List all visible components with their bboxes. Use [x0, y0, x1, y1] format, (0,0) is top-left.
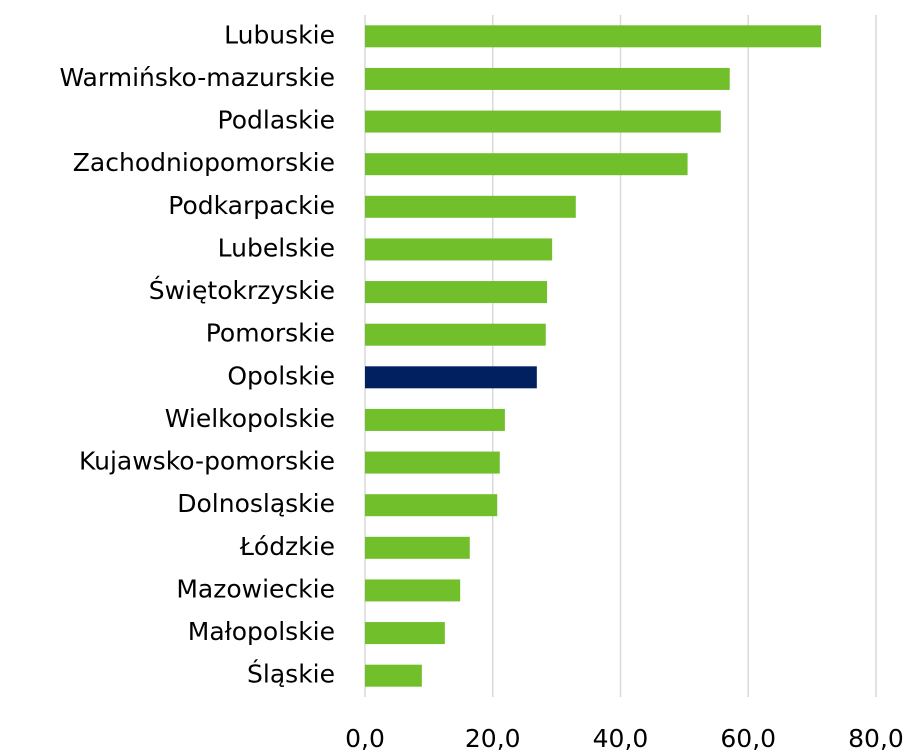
y-tick-label: Dolnosląskie — [177, 489, 335, 518]
y-tick-label: Małopolskie — [188, 617, 335, 646]
y-tick-label: Łódzkie — [239, 532, 335, 561]
bar — [365, 67, 730, 90]
y-tick-label: Kujawsko-pomorskie — [79, 447, 335, 476]
y-tick-label: Śląskie — [247, 659, 335, 689]
y-tick-label: Opolskie — [227, 361, 335, 390]
x-tick-label: 80,0 — [848, 724, 904, 753]
bar — [365, 281, 548, 304]
bar — [365, 238, 553, 261]
bar — [365, 153, 688, 176]
y-tick-label: Świętokrzyskie — [149, 275, 335, 305]
y-tick-label: Zachodniopomorskie — [73, 148, 335, 177]
bar — [365, 622, 445, 645]
y-tick-label: Pomorskie — [206, 319, 335, 348]
y-tick-label: Lubuskie — [224, 20, 335, 49]
x-tick-label: 40,0 — [593, 724, 649, 753]
bar — [365, 451, 500, 474]
bar — [365, 408, 505, 431]
y-tick-label: Podlaskie — [218, 106, 335, 135]
bar — [365, 110, 721, 133]
bar — [365, 195, 576, 218]
y-tick-label: Podkarpackie — [168, 191, 335, 220]
x-tick-label: 0,0 — [345, 724, 385, 753]
bar — [365, 25, 822, 48]
bar — [365, 323, 546, 346]
y-tick-label: Lubelskie — [218, 233, 335, 262]
y-tick-label: Wielkopolskie — [165, 404, 335, 433]
x-tick-label: 60,0 — [720, 724, 776, 753]
bar — [365, 664, 422, 687]
bar — [365, 536, 470, 559]
bar — [365, 579, 461, 602]
y-tick-label: Mazowieckie — [176, 574, 335, 603]
bar — [365, 494, 498, 517]
x-tick-label: 20,0 — [465, 724, 521, 753]
y-tick-label: Warmińsko-mazurskie — [59, 63, 335, 92]
bar — [365, 366, 537, 389]
